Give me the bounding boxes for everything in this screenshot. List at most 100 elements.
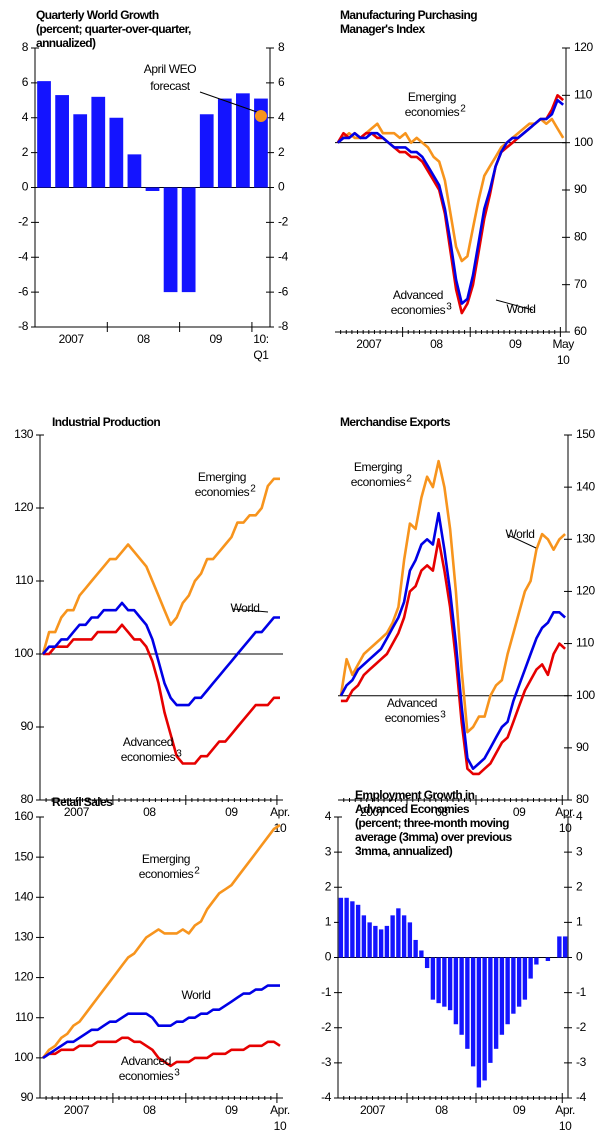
bar xyxy=(430,957,436,1000)
y-tick-label: 2 xyxy=(22,145,29,159)
y-tick-label: -2 xyxy=(321,1020,332,1034)
bar xyxy=(419,950,424,958)
bar xyxy=(55,95,69,188)
bar xyxy=(424,957,430,969)
y-tick-label: 6 xyxy=(22,75,29,89)
chart-title: Retail Sales xyxy=(52,795,113,809)
bar xyxy=(557,936,562,958)
series-label: Emerging xyxy=(354,460,402,474)
y-tick-label: 130 xyxy=(14,427,34,441)
y-tick-label: 90 xyxy=(576,740,589,754)
x-tick-label: 09 xyxy=(513,1103,526,1117)
series-line xyxy=(43,623,280,765)
bar xyxy=(396,908,401,958)
x-tick-label: 2007 xyxy=(356,337,382,351)
chart-title: Employment Growth in xyxy=(355,788,475,802)
y-tick-label: 110 xyxy=(15,1010,34,1024)
bar xyxy=(493,957,499,1049)
y-tick-label: 130 xyxy=(14,930,34,944)
bar xyxy=(476,957,482,1088)
x-tick-label: May 10 xyxy=(552,337,574,367)
series-label: World xyxy=(505,527,534,541)
y-tick-label: 3 xyxy=(576,844,583,858)
series-line xyxy=(340,538,566,776)
x-tick-label: 09 xyxy=(225,1103,238,1117)
series-label-superscript: 2 xyxy=(406,474,412,485)
y-tick-label: -1 xyxy=(321,985,332,999)
series-label: economies xyxy=(351,475,406,489)
y-tick-label: 110 xyxy=(574,88,593,102)
series-label: World xyxy=(506,302,535,316)
series-label: economies xyxy=(405,105,460,119)
bar xyxy=(361,915,367,958)
y-tick-label: 60 xyxy=(574,324,587,338)
y-tick-label: 100 xyxy=(14,646,34,660)
series-line xyxy=(41,477,280,655)
y-tick-label: 120 xyxy=(574,40,594,54)
series-label: economies xyxy=(391,303,446,317)
bar xyxy=(534,957,539,965)
y-tick-label: 110 xyxy=(576,636,595,650)
y-tick-label: 150 xyxy=(14,849,34,863)
y-tick-label: 4 xyxy=(576,809,583,823)
y-tick-label: -3 xyxy=(321,1055,332,1069)
x-tick-label: 08 xyxy=(430,337,443,351)
series-line xyxy=(339,459,566,734)
bar xyxy=(482,957,487,1081)
series-label: World xyxy=(181,988,210,1002)
y-tick-label: -4 xyxy=(576,1090,587,1104)
bar xyxy=(73,114,88,188)
y-tick-label: 0 xyxy=(22,180,29,194)
leader-line xyxy=(232,608,269,613)
y-tick-label: 100 xyxy=(14,1050,34,1064)
chart-title: Advanced Economies xyxy=(355,802,470,816)
y-tick-label: 120 xyxy=(14,500,34,514)
y-tick-label: 150 xyxy=(576,427,596,441)
y-tick-label: 100 xyxy=(576,688,596,702)
bar xyxy=(459,957,464,1035)
series-label: Advanced xyxy=(121,1054,171,1068)
bar xyxy=(499,957,505,1035)
y-tick-label: 0 xyxy=(325,950,332,964)
y-tick-label: -3 xyxy=(576,1055,587,1069)
bar xyxy=(127,154,142,188)
y-tick-label: 70 xyxy=(574,277,587,291)
y-tick-label: -8 xyxy=(278,319,289,333)
series-label: Advanced xyxy=(393,288,443,302)
bar xyxy=(442,957,447,1007)
x-tick-label: 2007 xyxy=(64,805,90,819)
y-tick-label: 110 xyxy=(15,573,34,587)
bar xyxy=(413,939,418,958)
bar xyxy=(528,957,533,979)
x-tick-label: 09 xyxy=(513,805,526,819)
chart-title: Industrial Production xyxy=(52,415,160,429)
y-tick-label: 0 xyxy=(576,950,583,964)
series-label-superscript: 3 xyxy=(446,302,452,313)
series-label: World xyxy=(230,601,259,615)
y-tick-label: 90 xyxy=(20,719,33,733)
chart-title: Manufacturing Purchasing xyxy=(340,8,477,22)
bar xyxy=(465,957,470,1049)
y-tick-label: 120 xyxy=(14,970,34,984)
bar xyxy=(390,915,395,958)
bar xyxy=(367,922,372,958)
series-label: Advanced xyxy=(387,696,437,710)
bar xyxy=(453,957,459,1025)
y-tick-label: 4 xyxy=(325,809,332,823)
y-tick-label: -4 xyxy=(18,249,29,263)
series-label: Advanced xyxy=(123,735,173,749)
bar xyxy=(373,925,378,958)
bar xyxy=(562,936,568,958)
bar xyxy=(516,957,522,1007)
x-tick-label: 2007 xyxy=(64,1103,90,1117)
series-label: economies xyxy=(121,750,176,764)
x-tick-label: 10: Q1 xyxy=(253,332,269,362)
y-tick-label: 2 xyxy=(325,879,332,893)
series-label: Emerging xyxy=(142,852,190,866)
series-label: economies xyxy=(139,867,194,881)
y-tick-label: 4 xyxy=(22,110,29,124)
series-line xyxy=(41,823,281,1059)
x-tick-label: 09 xyxy=(509,337,522,351)
annotation: April WEO xyxy=(144,62,196,76)
annotation: forecast xyxy=(150,79,191,93)
